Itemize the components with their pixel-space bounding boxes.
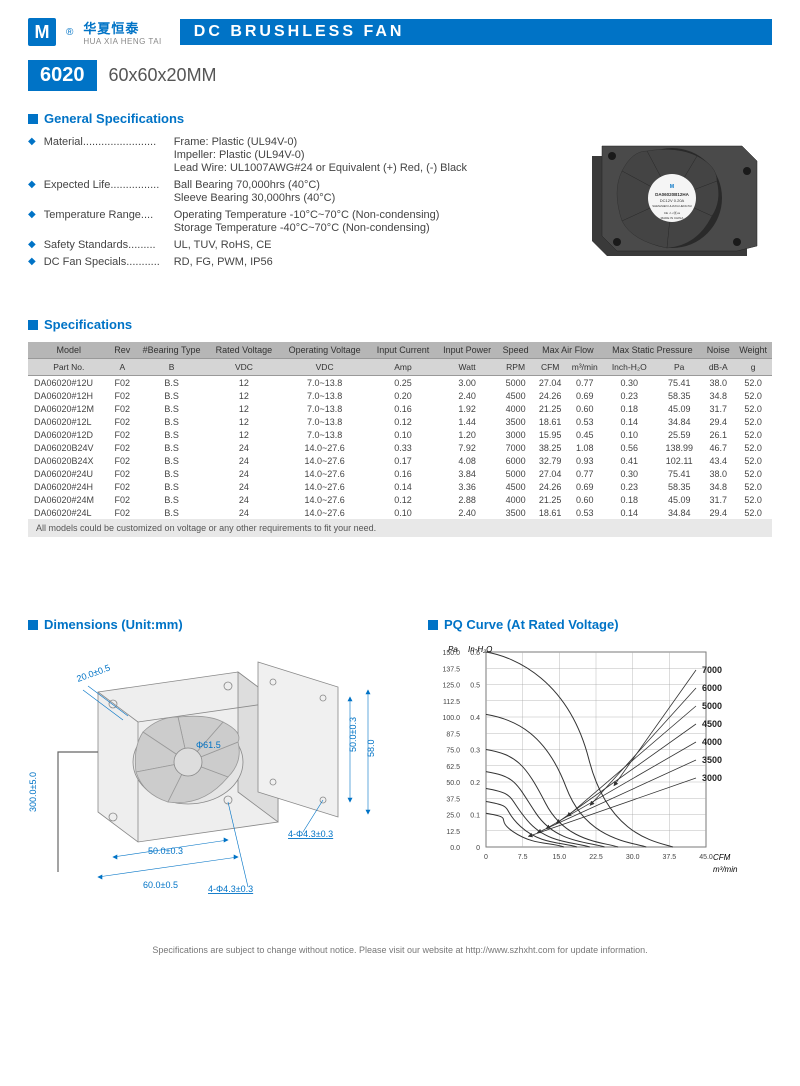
spec-note: All models could be customized on voltag… <box>28 519 772 537</box>
svg-text:137.5: 137.5 <box>442 666 460 673</box>
svg-text:0.5: 0.5 <box>470 683 480 690</box>
svg-text:0: 0 <box>476 845 480 852</box>
svg-text:0.4: 0.4 <box>470 715 480 722</box>
general-spec-row: ◆Temperature Range....Operating Temperat… <box>28 209 532 235</box>
product-image: M DA06020B12HA DC12V 0.20A SHENZHEN HUAX… <box>552 111 772 301</box>
svg-text:DA06020B12HA: DA06020B12HA <box>655 192 690 197</box>
svg-text:4-Φ4.3±0.3: 4-Φ4.3±0.3 <box>208 884 253 894</box>
dimensions-heading: Dimensions (Unit:mm) <box>28 617 388 632</box>
table-row: DA06020#24MF02B.S2414.0~27.60.122.884000… <box>28 493 772 506</box>
logo-icon: M <box>28 18 56 46</box>
model-badge: 6020 <box>28 60 97 91</box>
table-row: DA06020#24HF02B.S2414.0~27.60.143.364500… <box>28 480 772 493</box>
general-spec-list: ◆Material........................Frame: … <box>28 136 532 269</box>
svg-text:3500: 3500 <box>702 755 722 765</box>
svg-text:50.0±0.3: 50.0±0.3 <box>148 846 183 856</box>
model-row: 6020 60x60x20MM <box>28 60 772 91</box>
svg-text:58.0: 58.0 <box>366 739 376 757</box>
svg-text:125.0: 125.0 <box>442 683 460 690</box>
svg-text:Φ61.5: Φ61.5 <box>196 740 221 750</box>
svg-text:7000: 7000 <box>702 665 722 675</box>
brand-text: 华夏恒泰 HUA XIA HENG TAI <box>83 18 161 46</box>
svg-text:SHENZHEN HUAXIA HENGTAI: SHENZHEN HUAXIA HENGTAI <box>652 204 692 208</box>
svg-text:4000: 4000 <box>702 737 722 747</box>
svg-text:60.0±0.5: 60.0±0.5 <box>143 880 178 890</box>
svg-text:7.5: 7.5 <box>518 854 528 861</box>
svg-text:37.5: 37.5 <box>663 854 677 861</box>
svg-text:DC12V 0.20A: DC12V 0.20A <box>660 198 685 203</box>
svg-text:50.0: 50.0 <box>446 780 460 787</box>
svg-text:300.0±5.0: 300.0±5.0 <box>28 772 38 812</box>
dimension-drawing: 20.0±0.5 300.0±5.0 Φ61.5 50.0±0.3 60.0±0… <box>28 642 388 902</box>
table-row: DA06020B24XF02B.S2414.0~27.60.174.086000… <box>28 454 772 467</box>
svg-text:150.0: 150.0 <box>442 650 460 657</box>
svg-text:30.0: 30.0 <box>626 854 640 861</box>
svg-text:4500: 4500 <box>702 719 722 729</box>
header: M ® 华夏恒泰 HUA XIA HENG TAI DC BRUSHLESS F… <box>28 18 772 46</box>
brand-english: HUA XIA HENG TAI <box>83 37 161 46</box>
svg-text:100.0: 100.0 <box>442 715 460 722</box>
page-title: DC BRUSHLESS FAN <box>180 19 772 45</box>
svg-text:50.0±0.3: 50.0±0.3 <box>348 717 358 752</box>
table-row: DA06020B24VF02B.S2414.0~27.60.337.927000… <box>28 441 772 454</box>
spec-table: ModelRev#Bearing TypeRated VoltageOperat… <box>28 342 772 519</box>
general-spec-row: ◆DC Fan Specials...........RD, FG, PWM, … <box>28 256 532 269</box>
svg-text:62.5: 62.5 <box>446 764 460 771</box>
brand-chinese: 华夏恒泰 <box>83 18 161 37</box>
model-dimensions: 60x60x20MM <box>109 65 217 86</box>
table-row: DA06020#12LF02B.S127.0~13.80.121.4435001… <box>28 415 772 428</box>
svg-text:87.5: 87.5 <box>446 731 460 738</box>
svg-text:12.5: 12.5 <box>446 829 460 836</box>
table-row: DA06020#24UF02B.S2414.0~27.60.163.845000… <box>28 467 772 480</box>
general-spec-row: ◆Expected Life................Ball Beari… <box>28 179 532 205</box>
svg-text:20.0±0.5: 20.0±0.5 <box>75 663 111 684</box>
svg-text:3000: 3000 <box>702 773 722 783</box>
svg-text:CFM: CFM <box>713 853 731 862</box>
svg-text:45.0: 45.0 <box>699 854 713 861</box>
svg-text:CE ⚠ c🅁us: CE ⚠ c🅁us <box>664 210 681 215</box>
svg-text:0: 0 <box>484 854 488 861</box>
svg-text:MADE IN CHINA: MADE IN CHINA <box>661 216 684 220</box>
table-row: DA06020#12UF02B.S127.0~13.80.253.0050002… <box>28 376 772 390</box>
svg-text:0.6: 0.6 <box>470 650 480 657</box>
svg-text:37.5: 37.5 <box>446 796 460 803</box>
registered-icon: ® <box>66 27 73 38</box>
svg-text:0.2: 0.2 <box>470 780 480 787</box>
svg-text:15.0: 15.0 <box>553 854 567 861</box>
svg-text:0.0: 0.0 <box>450 845 460 852</box>
svg-text:4-Φ4.3±0.3: 4-Φ4.3±0.3 <box>288 829 333 839</box>
general-heading: General Specifications <box>28 111 532 126</box>
svg-text:m³/min: m³/min <box>713 865 738 874</box>
svg-text:112.5: 112.5 <box>443 699 460 706</box>
table-row: DA06020#24LF02B.S2414.0~27.60.102.403500… <box>28 506 772 519</box>
footer-text: Specifications are subject to change wit… <box>28 945 772 955</box>
table-row: DA06020#12DF02B.S127.0~13.80.101.2030001… <box>28 428 772 441</box>
svg-text:0.1: 0.1 <box>470 813 480 820</box>
svg-text:0.3: 0.3 <box>470 748 480 755</box>
svg-text:5000: 5000 <box>702 701 722 711</box>
table-row: DA06020#12HF02B.S127.0~13.80.202.4045002… <box>28 389 772 402</box>
general-spec-row: ◆Safety Standards.........UL, TUV, RoHS,… <box>28 239 532 252</box>
table-row: DA06020#12MF02B.S127.0~13.80.161.9240002… <box>28 402 772 415</box>
svg-text:75.0: 75.0 <box>446 748 460 755</box>
svg-text:22.5: 22.5 <box>589 854 603 861</box>
svg-text:6000: 6000 <box>702 683 722 693</box>
svg-text:25.0: 25.0 <box>446 813 460 820</box>
pq-heading: PQ Curve (At Rated Voltage) <box>428 617 772 632</box>
general-spec-row: ◆Material........................Frame: … <box>28 136 532 175</box>
svg-text:M: M <box>670 184 674 190</box>
specs-heading: Specifications <box>28 317 772 332</box>
pq-chart: Pa In-H₂O 150.0137.5125.0112.5100.087.57… <box>428 642 748 882</box>
